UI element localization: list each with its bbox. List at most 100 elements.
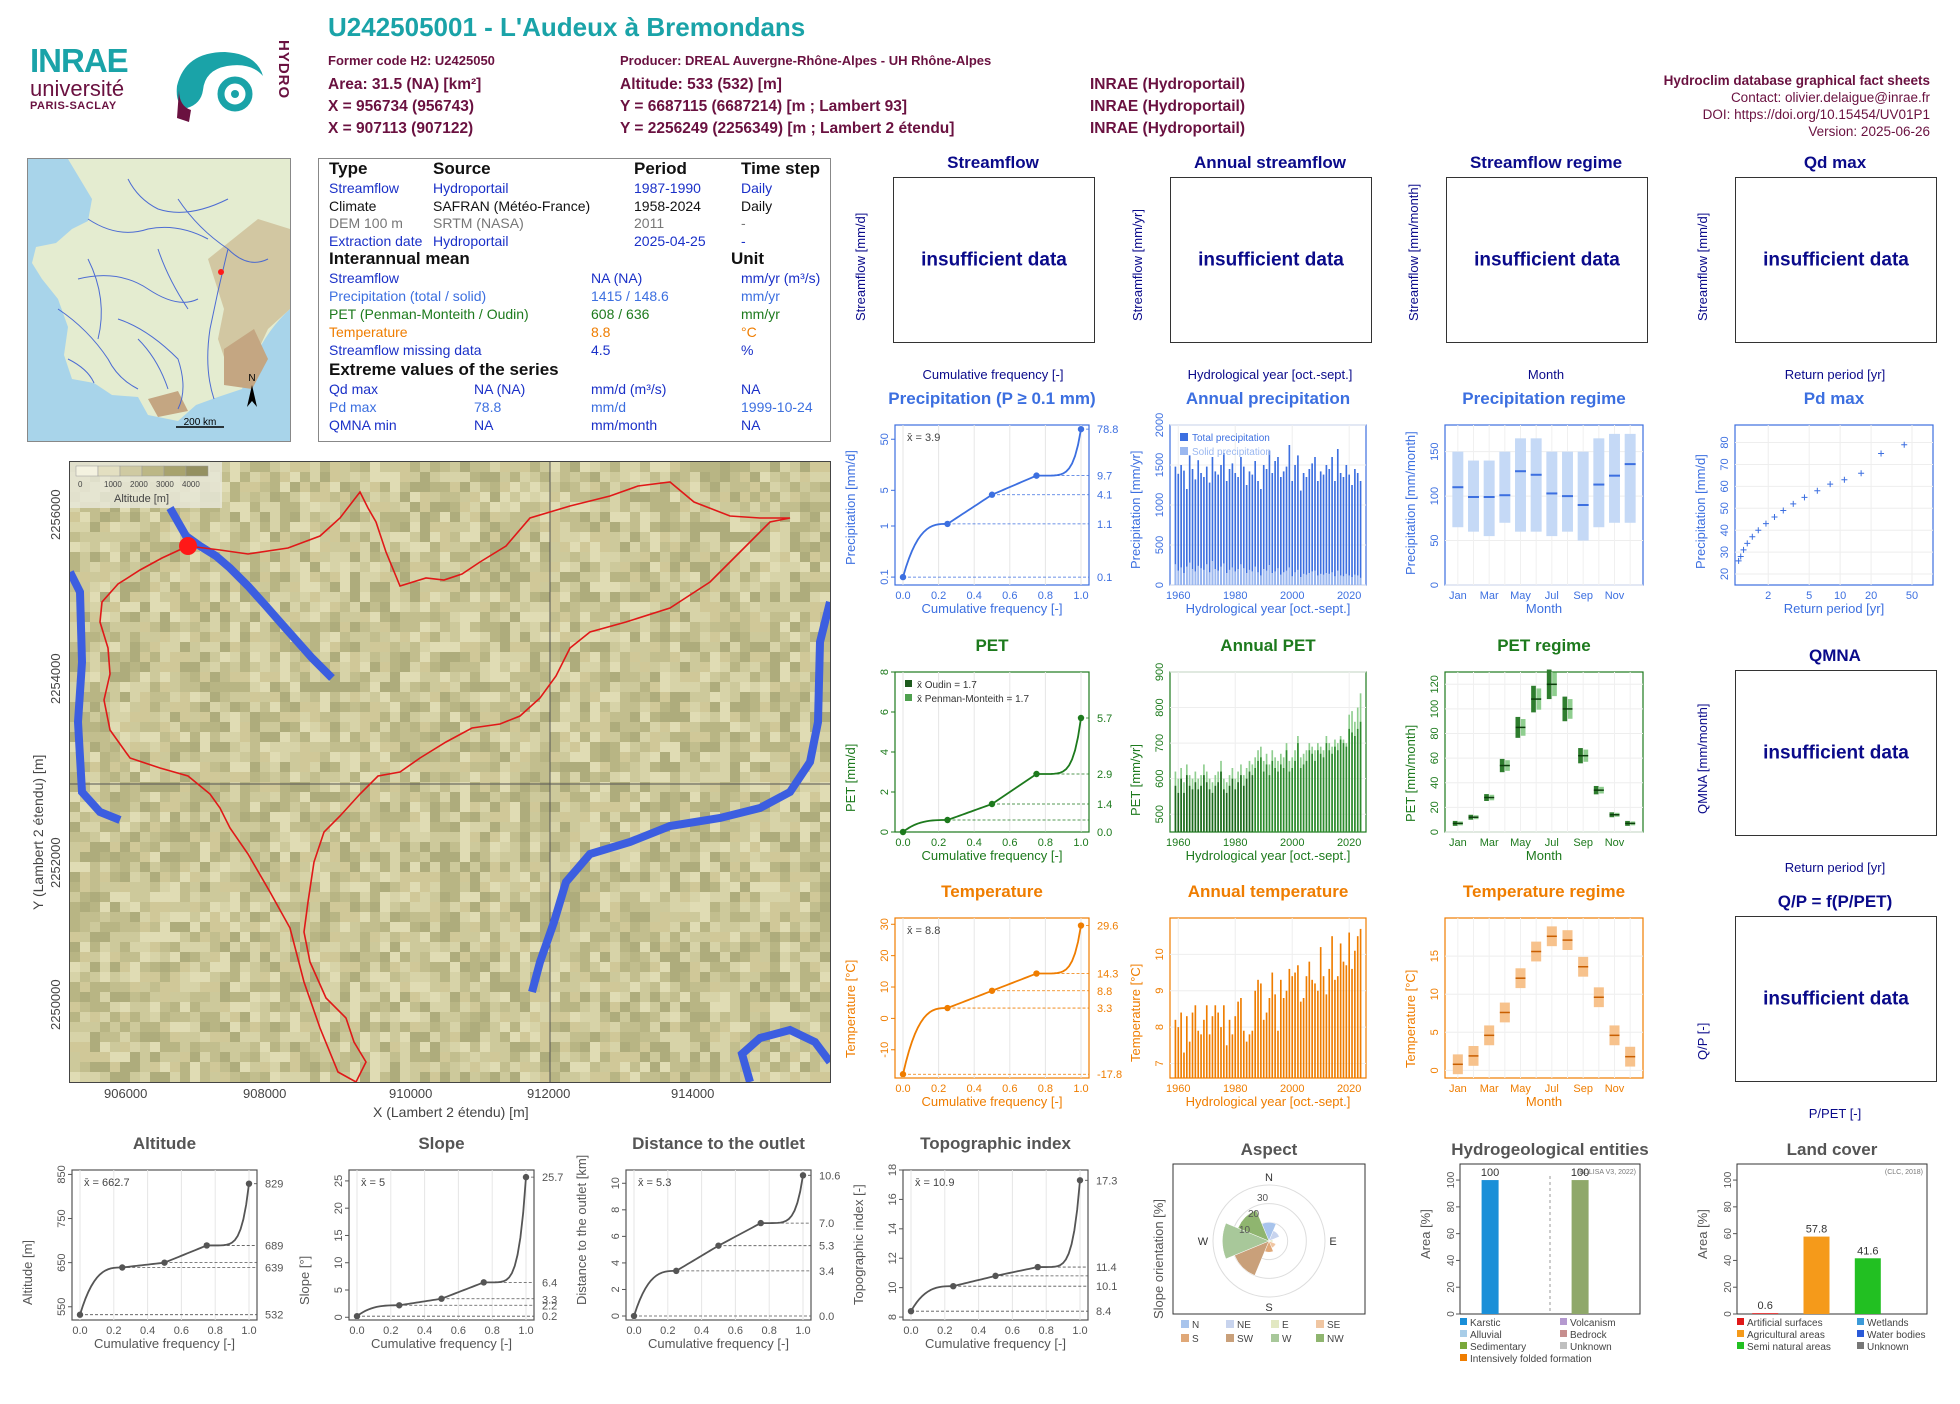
annual-temperature-bar xyxy=(1246,1042,1248,1078)
annual-pet-plot-area xyxy=(1170,672,1366,832)
annual-pet-bar-min xyxy=(1252,775,1254,832)
land-cover-ylabel: Area [%] xyxy=(1695,1209,1710,1259)
streamflow-regime-title: Streamflow regime xyxy=(1426,153,1666,173)
x-lambert2: X = 907113 (907122) xyxy=(328,120,473,138)
annual-precipitation-bar-total xyxy=(1249,471,1251,585)
precipitation-mean-annotation: x̄ = 3.9 xyxy=(907,432,940,444)
annual-precipitation-bar-total xyxy=(1192,469,1194,585)
annual-precipitation-ytick: 0 xyxy=(1154,582,1166,588)
altitude-quantile-point xyxy=(161,1259,167,1265)
altitude-value-label: 829 xyxy=(265,1179,283,1191)
annual-temperature-bar xyxy=(1232,1034,1234,1078)
annual-pet-bar-min xyxy=(1283,768,1285,832)
annual-temperature-ylabel: Temperature [°C] xyxy=(1128,964,1143,1062)
annual-pet-bar-min xyxy=(1351,732,1353,832)
annual-precipitation-bar-solid xyxy=(1266,571,1268,585)
altitude-legend-tick: 4000 xyxy=(182,480,200,489)
precipitation-plot-area xyxy=(895,425,1089,585)
info-cell: - xyxy=(741,215,746,231)
streamflow-regime-status: insufficient data xyxy=(1447,250,1647,271)
annual-pet-bar-min xyxy=(1340,740,1342,832)
aspect-legend-item: SE xyxy=(1327,1320,1341,1331)
annual-precipitation-ytick: 1500 xyxy=(1154,453,1166,477)
annual-pet-bar-min xyxy=(1197,789,1199,832)
slope-quantile-point xyxy=(481,1279,487,1285)
annual-precipitation-bar-solid xyxy=(1360,578,1362,585)
annual-precipitation-bar-solid xyxy=(1212,561,1214,585)
annual-pet-bar-min xyxy=(1357,729,1359,832)
altitude-ylabel: Altitude [m] xyxy=(20,1240,35,1305)
annual-precipitation-bar-total xyxy=(1351,485,1353,585)
precipitation-regime-title: Precipitation regime xyxy=(1425,389,1663,409)
interannual-cell: % xyxy=(741,342,753,358)
annual-pet-bar-min xyxy=(1286,750,1288,832)
temperature-ylabel: Temperature [°C] xyxy=(843,960,858,1058)
annual-pet-bar-min xyxy=(1220,772,1222,832)
altitude-quantile-point xyxy=(204,1242,210,1248)
annual-precipitation-bar-total xyxy=(1177,474,1179,585)
annual-temperature-bar xyxy=(1317,991,1319,1078)
annual-temperature-bar xyxy=(1277,1031,1279,1078)
distance-ylabel: Distance to the outlet [km] xyxy=(574,1155,589,1305)
temperature-quantile-point xyxy=(944,1005,950,1011)
pd-max-plot-area xyxy=(1735,425,1933,585)
annual-temperature-bar xyxy=(1306,976,1308,1078)
slope-ytick: 20 xyxy=(333,1202,345,1214)
topographic-index-value-label: 17.3 xyxy=(1096,1175,1117,1187)
pet-ytick: 6 xyxy=(879,709,891,715)
annual-pet-ytick: 600 xyxy=(1154,769,1166,787)
slope-quantile-point xyxy=(523,1174,529,1180)
annual-pet-bar-min xyxy=(1192,789,1194,832)
distance-quantile-point xyxy=(715,1242,721,1248)
annual-precipitation-bar-solid xyxy=(1283,572,1285,585)
hydrogeology-ytick: 0 xyxy=(1446,1311,1457,1317)
pet-ylabel: PET [mm/d] xyxy=(843,744,858,812)
scale-bar-label: 200 km xyxy=(184,417,217,428)
hydrogeology-legend-item: Unknown xyxy=(1570,1342,1612,1353)
aspect-direction-label: E xyxy=(1329,1236,1336,1248)
temperature-quantile-point xyxy=(1078,922,1084,928)
aspect-ring-label: 10 xyxy=(1239,1225,1251,1236)
annual-precipitation-bar-solid xyxy=(1254,567,1256,585)
precipitation-ytick: 50 xyxy=(879,433,891,445)
station-marker xyxy=(218,269,224,275)
annual-pet-bar-min xyxy=(1277,772,1279,832)
annual-precipitation-bar-solid xyxy=(1277,568,1279,585)
aspect-legend-item: N xyxy=(1192,1320,1199,1331)
temperature-regime-ylabel: Temperature [°C] xyxy=(1403,970,1418,1068)
annual-precipitation-bar-solid xyxy=(1209,572,1211,585)
annual-temperature-bar xyxy=(1294,973,1296,1078)
distance-title: Distance to the outlet xyxy=(606,1134,831,1154)
annual-precipitation-bar-solid xyxy=(1195,571,1197,585)
q-p-xlabel: P/PET [-] xyxy=(1715,1106,1955,1121)
annual-precipitation-bar-total xyxy=(1254,461,1256,585)
distance-ytick: 6 xyxy=(610,1233,622,1239)
topographic-index-title: Topographic index xyxy=(883,1134,1108,1154)
annual-precipitation-bar-total xyxy=(1260,489,1262,585)
temperature-xlabel: Cumulative frequency [-] xyxy=(875,1094,1109,1109)
annual-temperature-bar xyxy=(1280,980,1282,1078)
topographic-index-ylabel: Topographic index [-] xyxy=(851,1184,866,1305)
annual-temperature-bar xyxy=(1223,1005,1225,1078)
topographic-index-quantile-point xyxy=(908,1308,914,1314)
slope-quantile-point xyxy=(354,1313,360,1319)
version: Version: 2025-06-26 xyxy=(1664,123,1930,140)
qmna-title: QMNA xyxy=(1715,646,1955,666)
temperature-mean-annotation: x̄ = 8.8 xyxy=(907,925,940,937)
annual-temperature-bar xyxy=(1266,1013,1268,1078)
annual-precipitation-bar-total xyxy=(1280,477,1282,585)
extreme-cell: mm/month xyxy=(591,417,657,433)
land-cover-ytick: 80 xyxy=(1723,1201,1734,1213)
annual-precipitation-bar-total xyxy=(1277,457,1279,585)
interannual-cell: 1415 / 148.6 xyxy=(591,288,669,304)
annual-pet-bar-min xyxy=(1254,768,1256,832)
annual-precipitation-bar-solid xyxy=(1354,575,1356,585)
catchmap-xtick-910000: 910000 xyxy=(389,1086,432,1101)
annual-precipitation-bar-total xyxy=(1229,469,1231,585)
y-lambert93: Y = 6687115 (6687214) [m ; Lambert 93] xyxy=(620,98,907,116)
extreme-cell: mm/d xyxy=(591,399,626,415)
pd-max-ylabel: Precipitation [mm/d] xyxy=(1693,454,1708,569)
interannual-cell: mm/yr xyxy=(741,306,780,322)
land-cover-source: (CLC, 2018) xyxy=(1885,1169,1923,1176)
